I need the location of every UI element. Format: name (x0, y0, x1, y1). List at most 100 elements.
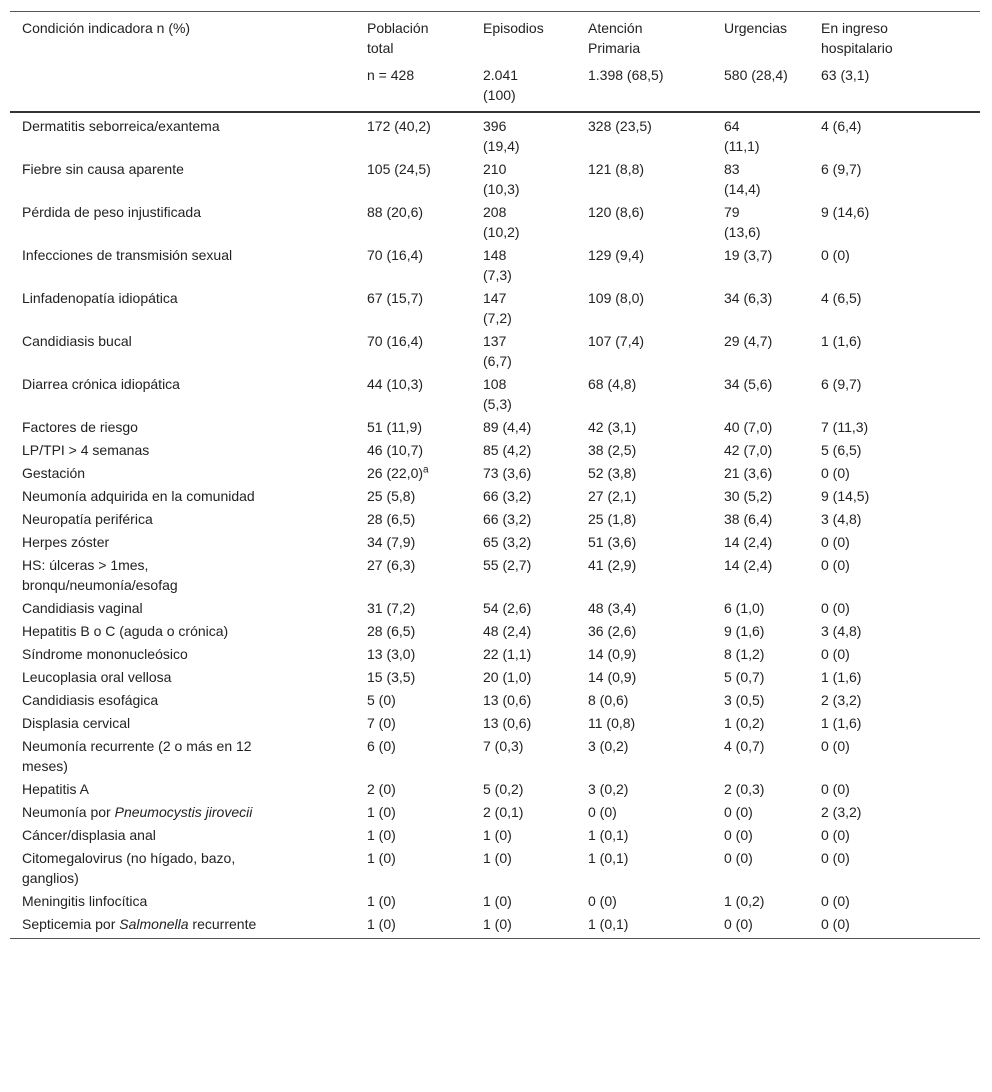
cell-text: 2 (0,3) (724, 781, 765, 797)
row-label: Diarrea crónica idiopática (10, 373, 355, 416)
cell-text: 1 (0,1) (588, 850, 629, 866)
table-cell: 0 (0) (809, 847, 980, 890)
cell-text: 6 (1,0) (724, 600, 765, 616)
cell-text: 1 (0) (367, 827, 396, 843)
table-cell: 0 (0) (809, 913, 980, 939)
table-cell: 328 (23,5) (576, 112, 712, 158)
row-label: Herpes zóster (10, 531, 355, 554)
cell-text: 34 (6,3) (724, 290, 773, 306)
table-cell: 0 (0) (712, 824, 809, 847)
table-cell: 5 (0,2) (471, 778, 576, 801)
table-cell: 36 (2,6) (576, 620, 712, 643)
table-cell: 14 (0,9) (576, 666, 712, 689)
table-row: Meningitis linfocítica 1 (0) 1 (0) 0 (0) 1 (… (10, 890, 980, 913)
cell-text: 28 (6,5) (367, 623, 416, 639)
table-cell: 5 (6,5) (809, 439, 980, 462)
cell-text: 121 (8,8) (588, 161, 645, 177)
table-cell: 0 (0) (576, 801, 712, 824)
cell-text: 1 (0,1) (588, 916, 629, 932)
row-label: Neuropatía periférica (10, 508, 355, 531)
cell-text: 6 (9,7) (821, 161, 862, 177)
table-row: Septicemia por Salmonella recurrente 1 (0… (10, 913, 980, 939)
table-cell: 1 (0) (355, 847, 471, 890)
table-cell: 0 (0) (809, 597, 980, 620)
subheader-cell: 1.398 (68,5) (576, 64, 712, 113)
table-cell: 9 (1,6) (712, 620, 809, 643)
cell-text: 67 (15,7) (367, 290, 424, 306)
header-text: Urgencias (724, 20, 788, 36)
cell-text: 3 (4,8) (821, 511, 862, 527)
table-cell: 13 (0,6) (471, 712, 576, 735)
cell-text: 15 (3,5) (367, 669, 416, 685)
table-cell: 48 (2,4) (471, 620, 576, 643)
table-cell: 120 (8,6) (576, 201, 712, 244)
cell-text: 137 (6,7) (483, 333, 512, 369)
table-cell: 34 (5,6) (712, 373, 809, 416)
cell-text: 0 (0) (821, 600, 850, 616)
cell-text: 1 (0) (483, 893, 512, 909)
row-label: Displasia cervical (10, 712, 355, 735)
subheader-text: 63 (3,1) (821, 67, 870, 83)
table-row: Hepatitis A 2 (0) 5 (0,2) 3 (0,2) 2 (0,3) 0 (… (10, 778, 980, 801)
cell-text: 120 (8,6) (588, 204, 645, 220)
cell-text: recurrente (188, 916, 257, 932)
cell-text: 0 (0) (821, 646, 850, 662)
header-cell: Población total (355, 11, 471, 64)
table-cell: 8 (0,6) (576, 689, 712, 712)
cell-text: 88 (20,6) (367, 204, 424, 220)
table-header: Condición indicadora n (%) Población tota… (10, 11, 980, 113)
table-cell: 70 (16,4) (355, 330, 471, 373)
cell-text: Fiebre sin causa aparente (22, 161, 184, 177)
subheader-row: n = 428 2.041 (100) 1.398 (68,5) 580 (28,4)… (10, 64, 980, 113)
header-text: Población total (367, 20, 429, 56)
table-cell: 66 (3,2) (471, 508, 576, 531)
table-cell: 1 (0) (355, 890, 471, 913)
cell-text: 0 (0) (588, 893, 617, 909)
cell-text: 40 (7,0) (724, 419, 773, 435)
table-cell: 2 (3,2) (809, 801, 980, 824)
table-cell: 2 (0) (355, 778, 471, 801)
cell-text: 52 (3,8) (588, 465, 637, 481)
table-cell: 9 (14,5) (809, 485, 980, 508)
table-row: Factores de riesgo 51 (11,9) 89 (4,4) 42 (3… (10, 416, 980, 439)
header-text: Condición indicadora n (%) (22, 20, 191, 36)
cell-text: 41 (2,9) (588, 557, 637, 573)
cell-text: Neumonía por Pneumocystis jirovecii (22, 802, 284, 822)
row-label: Neumonía por Pneumocystis jirovecii (10, 801, 355, 824)
cell-text: 7 (11,3) (821, 419, 869, 435)
cell-text: 8 (0,6) (588, 692, 629, 708)
cell-text: Leucoplasia oral vellosa (22, 669, 172, 685)
table-cell: 27 (6,3) (355, 554, 471, 597)
table-cell: 172 (40,2) (355, 112, 471, 158)
cell-text: 0 (0) (821, 781, 850, 797)
table-row: Citomegalovirus (no hígado, bazo, gangli… (10, 847, 980, 890)
cell-text: Neumonía por (22, 804, 115, 820)
cell-text: 89 (4,4) (483, 419, 532, 435)
cell-text: 0 (0) (821, 465, 850, 481)
cell-text: 208 (10,2) (483, 204, 520, 240)
table-cell: 14 (0,9) (576, 643, 712, 666)
cell-text: 13 (0,6) (483, 715, 532, 731)
table-row: Pérdida de peso injustificada 88 (20,6) 20… (10, 201, 980, 244)
cell-text: Neumonía adquirida en la comunidad (22, 488, 255, 504)
cell-text: Septicemia por (22, 916, 120, 932)
table-cell: 1 (0,1) (576, 913, 712, 939)
cell-text: 1 (0) (483, 850, 512, 866)
cell-text: 27 (2,1) (588, 488, 637, 504)
table-cell: 25 (5,8) (355, 485, 471, 508)
table-row: Herpes zóster 34 (7,9) 65 (3,2) 51 (3,6) 14 … (10, 531, 980, 554)
table-row: Síndrome mononucleósico 13 (3,0) 22 (1,1) 1… (10, 643, 980, 666)
cell-text: Displasia cervical (22, 715, 131, 731)
subheader-cell (10, 64, 355, 113)
cell-text: 2 (3,2) (821, 692, 862, 708)
cell-text: 14 (0,9) (588, 669, 637, 685)
table-cell: 42 (7,0) (712, 439, 809, 462)
table-cell: 1 (1,6) (809, 330, 980, 373)
table-cell: 1 (0,1) (576, 847, 712, 890)
row-label: Cáncer/displasia anal (10, 824, 355, 847)
cell-text: 1 (0,2) (724, 715, 765, 731)
cell-text: 0 (0) (821, 738, 850, 754)
cell-text: 1 (0,2) (724, 893, 765, 909)
table-cell: 1 (0) (471, 824, 576, 847)
cell-text: Diarrea crónica idiopática (22, 376, 180, 392)
